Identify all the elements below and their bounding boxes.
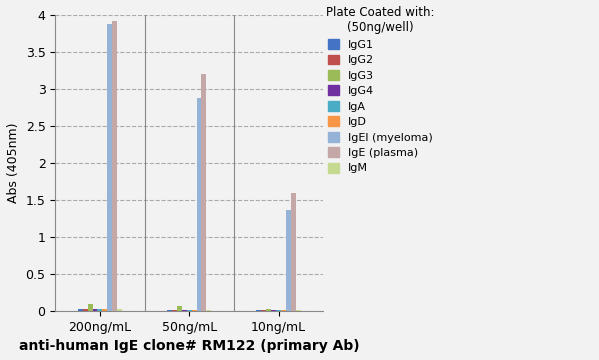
Bar: [196, 98, 201, 311]
Bar: [87, 304, 92, 311]
Bar: [182, 310, 187, 311]
Bar: [276, 310, 281, 311]
Bar: [281, 310, 286, 311]
Bar: [256, 310, 261, 311]
Bar: [201, 75, 207, 311]
Bar: [167, 310, 172, 311]
Bar: [102, 309, 107, 311]
X-axis label: anti-human IgE clone# RM122 (primary Ab): anti-human IgE clone# RM122 (primary Ab): [19, 339, 359, 353]
Bar: [117, 309, 122, 311]
Y-axis label: Abs (405nm): Abs (405nm): [7, 123, 20, 203]
Bar: [107, 24, 112, 311]
Bar: [266, 309, 271, 311]
Legend: IgG1, IgG2, IgG3, IgG4, IgA, IgD, IgEl (myeloma), IgE (plasma), IgM: IgG1, IgG2, IgG3, IgG4, IgA, IgD, IgEl (…: [326, 6, 434, 174]
Bar: [83, 309, 87, 311]
Bar: [291, 193, 296, 311]
Bar: [98, 309, 102, 311]
Bar: [112, 21, 117, 311]
Bar: [296, 310, 301, 311]
Bar: [177, 306, 182, 311]
Bar: [261, 310, 266, 311]
Bar: [187, 310, 192, 311]
Bar: [207, 310, 211, 311]
Bar: [192, 310, 196, 311]
Bar: [271, 310, 276, 311]
Bar: [286, 210, 291, 311]
Bar: [78, 309, 83, 311]
Bar: [172, 310, 177, 311]
Bar: [92, 309, 98, 311]
